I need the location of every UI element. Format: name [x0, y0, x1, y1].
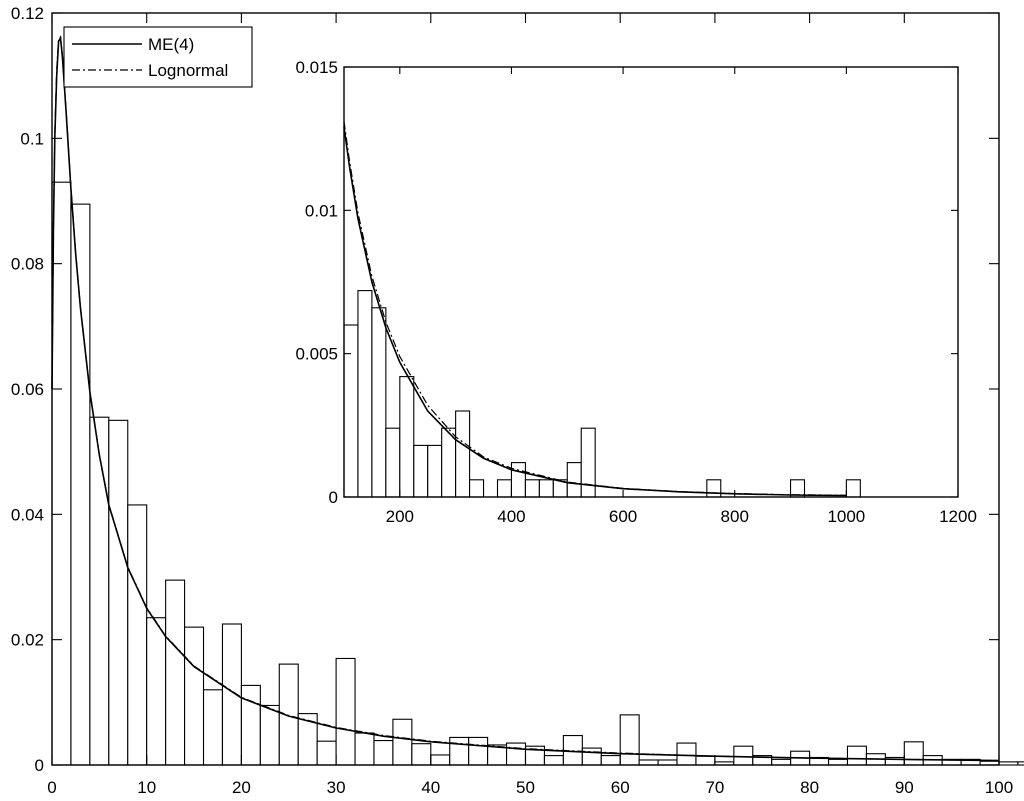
inset-axes: 200 400 600 800 1000 1200 0 0.005 0.01 0.015 — [295, 58, 976, 526]
histogram-bar — [998, 761, 1019, 766]
legend-label-lognormal: Lognormal — [148, 61, 228, 80]
x-tick-label: 1200 — [939, 507, 977, 526]
y-tick-label: 0 — [329, 488, 338, 507]
x-tick-label: 50 — [516, 778, 535, 797]
x-tick-label: 40 — [421, 778, 440, 797]
histogram-bar — [619, 714, 640, 766]
histogram-bar — [1017, 761, 1024, 766]
inset-background — [344, 67, 958, 497]
x-tick-label: 20 — [232, 778, 251, 797]
histogram-bar — [385, 427, 401, 498]
legend-label-me4: ME(4) — [148, 35, 194, 54]
histogram-bar — [510, 462, 526, 498]
histogram-bar — [343, 324, 359, 498]
histogram-bar — [600, 755, 621, 766]
histogram-bar — [278, 663, 299, 766]
histogram-bar — [202, 689, 224, 766]
histogram-bar — [827, 758, 849, 766]
main-axes: 0 10 20 30 40 50 60 70 80 90 10000.020.040.060.080… — [11, 4, 1013, 797]
histogram-bar — [496, 479, 513, 498]
histogram-bar — [221, 623, 242, 766]
x-tick-label: 70 — [705, 778, 724, 797]
main-density-curves — [51, 35, 1000, 762]
histogram-bar — [846, 745, 867, 766]
histogram-bar — [165, 579, 186, 766]
histogram-bar — [399, 376, 415, 498]
me4-curve — [343, 127, 847, 497]
y-tick-label: 0.02 — [11, 631, 44, 650]
histogram-bar — [70, 203, 91, 766]
y-tick-label: 0.06 — [11, 380, 44, 399]
histogram-bar — [695, 755, 716, 766]
histogram-bar — [538, 479, 554, 498]
histogram-bar — [427, 444, 443, 498]
histogram-bar — [371, 307, 387, 498]
histogram-bar — [430, 754, 451, 766]
x-tick-label: 100 — [985, 778, 1013, 797]
x-tick-label: 800 — [721, 507, 749, 526]
histogram-bar — [316, 740, 337, 766]
histogram-bar — [581, 747, 602, 766]
histogram-bar — [638, 759, 659, 766]
y-tick-label: 0.08 — [11, 255, 44, 274]
x-tick-label: 0 — [47, 778, 56, 797]
legend: ME(4) Lognormal — [63, 26, 253, 88]
x-tick-label: 400 — [497, 507, 525, 526]
histogram-bar — [357, 290, 373, 498]
histogram-bar — [676, 742, 697, 766]
inset-chart: 200 400 600 800 1000 1200 0 0.005 0.01 0.015 — [295, 58, 976, 526]
histogram-bar — [524, 479, 540, 498]
histogram-bar — [771, 758, 792, 766]
axes-frame — [343, 66, 959, 498]
histogram-bar — [468, 736, 489, 766]
x-tick-label: 10 — [137, 778, 156, 797]
histogram-bar — [845, 479, 861, 498]
inset-density-curves — [343, 121, 847, 497]
histogram-bar — [657, 759, 678, 766]
x-tick-label: 200 — [386, 507, 414, 526]
histogram-bar — [240, 684, 261, 766]
y-tick-label: 0.01 — [305, 201, 338, 220]
y-tick-label: 0.1 — [20, 129, 44, 148]
histogram-bar — [411, 743, 432, 766]
histogram-bar — [392, 718, 413, 766]
histogram-bar — [108, 419, 129, 766]
histogram-bar — [543, 755, 564, 766]
histogram-bar — [580, 427, 596, 498]
x-tick-label: 60 — [611, 778, 630, 797]
lognormal-curve — [51, 35, 1000, 762]
y-tick-label: 0.005 — [295, 345, 338, 364]
histogram-bar — [127, 504, 148, 766]
histogram-bar — [733, 745, 754, 766]
histogram-bar — [89, 416, 110, 766]
histogram-bar — [413, 444, 429, 498]
histogram-bar — [335, 657, 356, 766]
histogram-bar — [506, 742, 527, 766]
histogram-bar — [373, 740, 394, 766]
histogram-bar — [903, 741, 924, 766]
x-tick-label: 90 — [895, 778, 914, 797]
histogram-bar — [259, 704, 280, 766]
histogram-bar — [354, 732, 375, 766]
y-tick-label: 0 — [35, 756, 44, 775]
lognormal-curve — [343, 121, 847, 496]
histogram-bar — [469, 479, 485, 498]
x-tick-label: 1000 — [827, 507, 865, 526]
histogram-bar — [455, 410, 471, 498]
histogram-bar — [51, 181, 72, 766]
histogram-bar — [449, 736, 470, 766]
histogram-bar — [706, 479, 722, 498]
x-tick-label: 80 — [800, 778, 819, 797]
legend-box — [63, 26, 253, 88]
histogram-bar — [146, 617, 167, 766]
y-tick-label: 0.12 — [11, 4, 44, 23]
x-tick-label: 600 — [609, 507, 637, 526]
x-tick-label: 30 — [327, 778, 346, 797]
histogram-bar — [184, 626, 205, 766]
y-tick-label: 0.04 — [11, 505, 44, 524]
y-tick-label: 0.015 — [295, 58, 338, 77]
histogram-bar — [566, 462, 582, 498]
